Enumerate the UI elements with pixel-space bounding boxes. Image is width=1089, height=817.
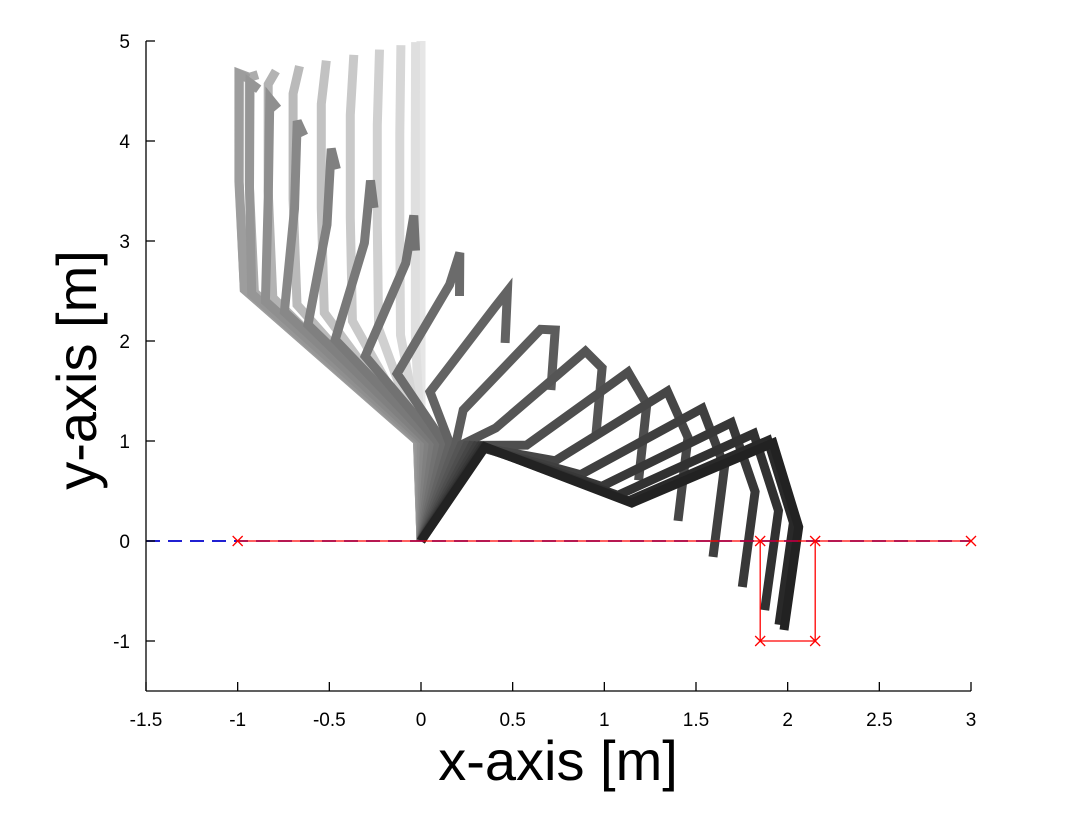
x-tick-label: 2.5 bbox=[866, 710, 892, 731]
axes: -1.5 -1 -0.5 0 0.5 1 1.5 2 2.5 3 -1 0 1 2 3 4 5 bbox=[113, 32, 976, 731]
y-tick-label: -1 bbox=[113, 632, 130, 653]
x-tick-label: -1 bbox=[229, 710, 246, 731]
x-tick-label: -1.5 bbox=[130, 710, 163, 731]
constraint-marker bbox=[965, 535, 977, 547]
arm-pose bbox=[417, 436, 804, 631]
x-tick-label: 1.5 bbox=[683, 710, 709, 731]
arm-pose bbox=[416, 324, 561, 543]
y-tick-label: 0 bbox=[119, 532, 130, 553]
constraint-marker bbox=[232, 535, 244, 547]
y-tick-label: 4 bbox=[119, 132, 130, 153]
y-tick-label: 5 bbox=[119, 32, 130, 53]
arm-pose bbox=[391, 251, 465, 543]
x-tick-label: 1 bbox=[599, 710, 610, 731]
x-tick-label: 0 bbox=[416, 710, 427, 731]
arm-pose bbox=[345, 54, 426, 542]
constraint-box bbox=[759, 541, 816, 642]
y-tick-label: 2 bbox=[119, 332, 130, 353]
y-tick-label: 1 bbox=[119, 432, 130, 453]
x-axis-title: x-axis [m] bbox=[438, 729, 678, 792]
arm-pose bbox=[416, 277, 513, 543]
y-tick-label: 3 bbox=[119, 232, 130, 253]
arm-pose bbox=[359, 214, 444, 542]
arm-pose bbox=[417, 434, 798, 626]
x-tick-label: 0.5 bbox=[499, 710, 525, 731]
arm-pose bbox=[316, 60, 426, 542]
plot-area bbox=[146, 41, 977, 647]
constraint-marker bbox=[809, 535, 821, 547]
y-axis-title: y-axis [m] bbox=[45, 250, 108, 490]
x-tick-label: 2 bbox=[782, 710, 793, 731]
constraint-marker bbox=[754, 535, 766, 547]
constraint-marker bbox=[809, 635, 821, 647]
x-tick-label: 3 bbox=[966, 710, 977, 731]
constraint-marker bbox=[754, 635, 766, 647]
x-tick-label: -0.5 bbox=[313, 710, 346, 731]
